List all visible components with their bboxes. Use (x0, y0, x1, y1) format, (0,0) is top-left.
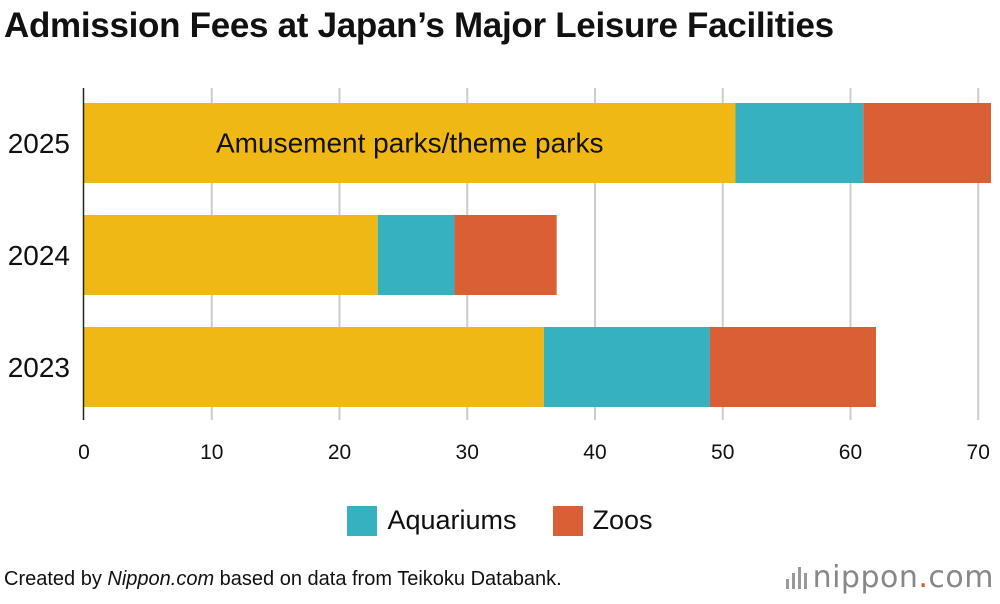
chart-title: Admission Fees at Japan’s Major Leisure … (4, 6, 834, 45)
credit-prefix: Created by (4, 568, 108, 590)
bar-2023-aquariums (543, 327, 710, 407)
x-tick-label-40: 40 (583, 441, 606, 464)
x-tick-label-10: 10 (200, 441, 223, 464)
bar-2025-aquariums (735, 103, 864, 183)
brand-name: nippon (812, 560, 919, 595)
credit-site: Nippon.com (107, 568, 215, 590)
legend-item-zoos: Zoos (552, 505, 653, 536)
category-label-2024: 2024 (8, 240, 70, 271)
brand-tld: com (928, 560, 994, 595)
x-tick-label-0: 0 (78, 441, 90, 464)
bar-2025-amusement-parks-theme-parks (84, 103, 736, 183)
x-tick-label-20: 20 (328, 441, 351, 464)
x-tick-label-70: 70 (967, 441, 990, 464)
category-label-2025: 2025 (8, 128, 70, 159)
bar-2025-zoos (863, 103, 991, 183)
x-tick-label-60: 60 (839, 441, 862, 464)
bar-2023-zoos (709, 327, 877, 407)
bars (84, 103, 991, 407)
bar-2024-aquariums (377, 215, 455, 295)
in-bar-series-label: Amusement parks/theme parks (216, 127, 604, 158)
bar-2023-amusement-parks-theme-parks (84, 327, 544, 407)
legend-item-aquariums: Aquariums (347, 505, 517, 536)
brand-dot: . (918, 560, 929, 595)
legend-swatch-zoos (552, 505, 583, 536)
category-labels: 2025 2024 2023 (8, 128, 70, 383)
brand-logo: nippon.com (785, 560, 994, 595)
category-label-2023: 2023 (8, 352, 70, 383)
legend: Aquariums Zoos (0, 505, 1000, 536)
bar-2024-zoos (454, 215, 557, 295)
legend-label-zoos: Zoos (592, 505, 653, 535)
x-tick-label-30: 30 (456, 441, 479, 464)
legend-label-aquariums: Aquariums (387, 505, 517, 535)
brand-bars-icon (785, 566, 807, 589)
legend-swatch-aquariums (347, 505, 378, 536)
x-tick-labels: 0 10 20 30 40 50 60 70 (78, 441, 990, 464)
x-tick-label-50: 50 (711, 441, 734, 464)
credit-suffix: based on data from Teikoku Databank. (214, 568, 562, 590)
bar-2024-amusement-parks-theme-parks (84, 215, 378, 295)
chart-svg: 0 10 20 30 40 50 60 70 2025 2024 2023 Amusement p… (8, 88, 991, 464)
source-credit: Created by Nippon.com based on data from… (4, 568, 562, 591)
